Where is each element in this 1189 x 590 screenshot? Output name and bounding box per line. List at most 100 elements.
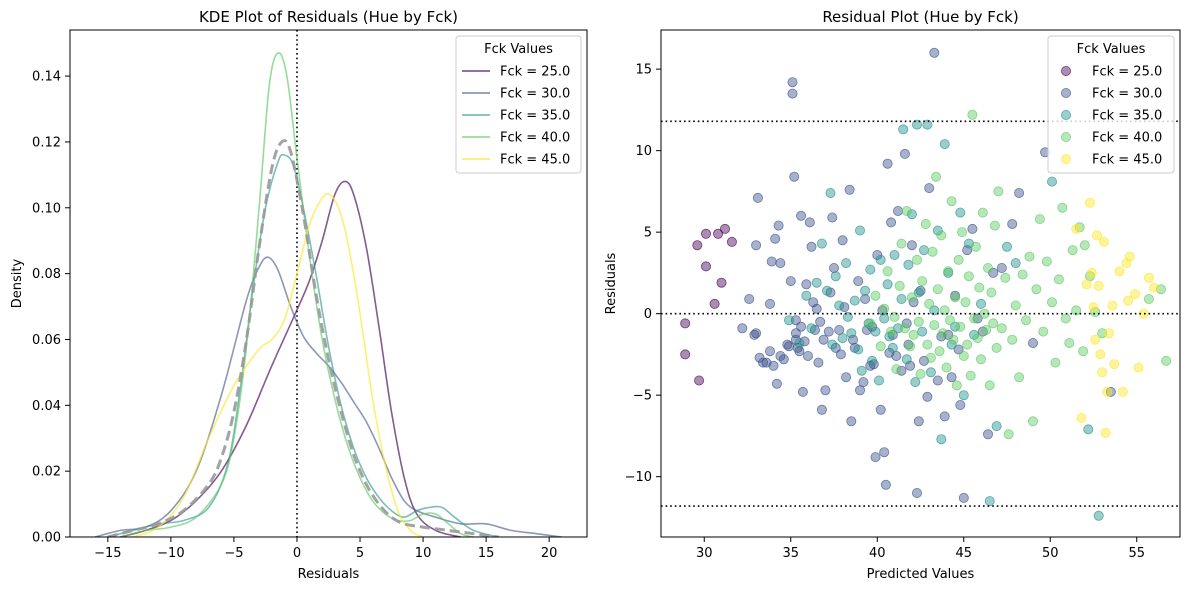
kde-x-tick-label: 15 <box>478 546 495 561</box>
scatter-point <box>855 225 866 236</box>
scatter-point <box>896 293 907 304</box>
scatter-point <box>984 380 995 391</box>
scatter-series-fck-35-0 <box>784 119 1104 521</box>
scatter-point <box>801 279 812 290</box>
scatter-point <box>932 375 943 386</box>
scatter-point <box>899 148 910 159</box>
scatter-point <box>1017 269 1028 280</box>
scatter-point <box>789 171 800 182</box>
scatter-point <box>758 357 769 368</box>
scatter-point <box>773 220 784 231</box>
scatter-point <box>846 416 857 427</box>
scatter-point <box>929 320 940 331</box>
scatter-point <box>905 341 916 352</box>
scatter-point <box>870 452 881 463</box>
kde-plot-panel: KDE Plot of Residuals (Hue by Fck) −15 −1… <box>10 8 588 582</box>
scatter-point <box>1090 334 1101 345</box>
scatter-point <box>865 318 876 329</box>
scatter-point <box>915 368 926 379</box>
scatter-point <box>925 367 936 378</box>
scatter-point <box>775 258 786 269</box>
scatter-point <box>946 196 957 207</box>
scatter-point <box>976 354 987 365</box>
scatter-point <box>969 313 980 324</box>
scatter-point <box>1057 202 1068 213</box>
scatter-point <box>910 377 921 388</box>
scatter-point <box>754 352 765 363</box>
kde-legend-label: Fck = 25.0 <box>500 65 570 80</box>
scatter-point <box>906 292 917 303</box>
scatter-point <box>829 262 840 273</box>
scatter-point <box>932 284 943 295</box>
scatter-point <box>694 375 705 386</box>
scatter-point <box>804 217 815 228</box>
scatter-point <box>1143 272 1154 283</box>
kde-y-tick-label: 0.04 <box>32 399 61 414</box>
kde-x-axis-label: Residuals <box>298 567 360 582</box>
scatter-point <box>1086 267 1097 278</box>
scatter-point <box>1014 187 1025 198</box>
scatter-point <box>922 391 933 402</box>
scatter-point <box>913 416 924 427</box>
residual-y-axis-label: Residuals <box>604 252 619 314</box>
scatter-point <box>986 287 997 298</box>
residual-y-tick-label: 0 <box>644 307 652 322</box>
scatter-point <box>860 285 871 296</box>
scatter-point <box>858 377 869 388</box>
scatter-point <box>827 212 838 223</box>
kde-x-tick-label: 5 <box>356 546 364 561</box>
scatter-point <box>917 326 928 337</box>
scatter-point <box>841 372 852 383</box>
residual-x-tick-label: 40 <box>869 546 886 561</box>
scatter-point <box>806 241 817 252</box>
scatter-point <box>886 326 897 337</box>
residual-legend-marker <box>1061 88 1072 99</box>
scatter-point <box>1095 349 1106 360</box>
scatter-point <box>1143 293 1154 304</box>
scatter-point <box>983 429 994 440</box>
scatter-point <box>931 171 942 182</box>
scatter-point <box>860 293 871 304</box>
kde-y-tick-label: 0.10 <box>32 201 61 216</box>
kde-y-tick-label: 0.00 <box>32 531 61 546</box>
scatter-point <box>929 305 940 316</box>
scatter-point <box>936 434 947 445</box>
scatter-point <box>797 386 808 397</box>
kde-line-fck-30-0 <box>94 256 562 537</box>
scatter-series-fck-25-0 <box>680 223 737 386</box>
scatter-point <box>939 411 950 422</box>
scatter-point <box>1083 424 1094 435</box>
residual-y-tick-label: −5 <box>633 389 652 404</box>
scatter-point <box>958 350 969 361</box>
scatter-point <box>1028 416 1039 427</box>
scatter-point <box>1064 337 1075 348</box>
scatter-point <box>908 329 919 340</box>
scatter-point <box>1000 272 1011 283</box>
residual-y-tick-label: 15 <box>635 63 652 78</box>
scatter-point <box>939 139 950 150</box>
scatter-point <box>894 280 905 291</box>
scatter-point <box>853 276 864 287</box>
residual-legend-marker <box>1061 131 1072 142</box>
scatter-point <box>1097 328 1108 339</box>
scatter-point <box>782 339 793 350</box>
scatter-point <box>768 360 779 371</box>
residual-y-tick-label: −10 <box>625 470 652 485</box>
scatter-point <box>726 236 737 247</box>
scatter-point <box>912 119 923 130</box>
scatter-point <box>815 316 826 327</box>
scatter-point <box>1149 282 1160 293</box>
scatter-point <box>915 285 926 296</box>
scatter-point <box>967 109 978 120</box>
scatter-point <box>834 300 845 311</box>
scatter-point <box>953 344 964 355</box>
kde-series-group <box>94 52 562 537</box>
residual-plot-ticks: 30 35 40 45 50 55 −10 −5 0 5 10 15 <box>625 63 1145 561</box>
scatter-point <box>811 303 822 314</box>
scatter-point <box>1133 362 1144 373</box>
scatter-point <box>887 342 898 353</box>
scatter-point <box>901 354 912 365</box>
residual-legend-marker <box>1061 66 1072 77</box>
scatter-point <box>751 240 762 251</box>
